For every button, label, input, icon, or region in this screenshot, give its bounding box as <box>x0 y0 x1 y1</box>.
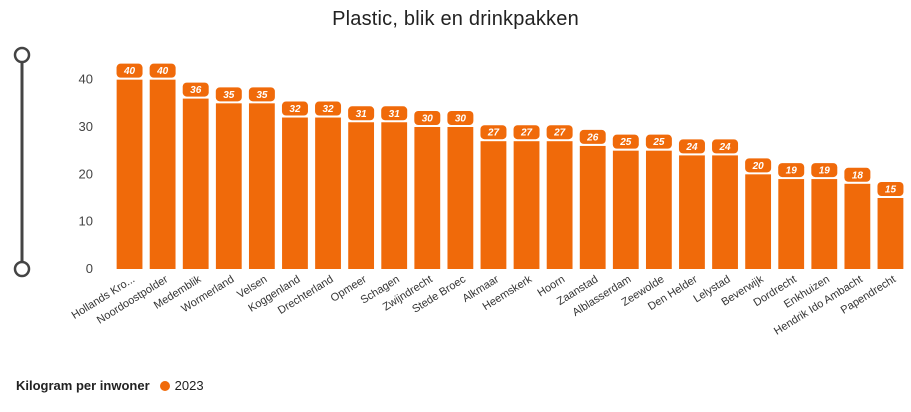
data-label-background <box>348 106 375 121</box>
data-label-background <box>712 139 739 154</box>
data-label: 18 <box>852 170 864 181</box>
data-label-background <box>546 125 573 140</box>
bar[interactable] <box>381 122 408 270</box>
data-label: 24 <box>718 142 731 153</box>
data-label-background <box>116 63 143 78</box>
data-label-background <box>844 167 871 182</box>
data-label-background <box>281 101 308 116</box>
data-label: 35 <box>223 90 235 101</box>
data-label: 19 <box>819 166 831 177</box>
y-tick-label: 40 <box>79 72 93 87</box>
bar[interactable] <box>348 122 375 270</box>
data-label-background <box>513 125 540 140</box>
data-label-background <box>645 134 672 149</box>
data-label-background <box>215 87 242 102</box>
data-label-background <box>447 111 474 125</box>
data-label: 27 <box>487 128 500 139</box>
bar[interactable] <box>645 150 672 269</box>
data-label: 27 <box>520 128 533 139</box>
data-label: 27 <box>553 128 566 139</box>
bar[interactable] <box>712 155 738 269</box>
data-label-background <box>248 87 275 102</box>
data-label: 31 <box>389 109 401 120</box>
data-label-background <box>778 163 805 178</box>
bar[interactable] <box>844 183 871 269</box>
data-label-background <box>480 125 507 140</box>
data-label: 19 <box>786 166 798 177</box>
data-label: 31 <box>356 109 368 120</box>
data-label: 26 <box>586 132 599 143</box>
bar[interactable] <box>282 117 308 270</box>
data-label-background <box>381 106 408 121</box>
y-tick-label: 20 <box>79 166 93 181</box>
bar[interactable] <box>679 155 705 269</box>
bar[interactable] <box>745 174 772 269</box>
legend-dot-icon <box>159 380 170 391</box>
data-label-background <box>182 82 209 97</box>
bar[interactable] <box>182 98 209 269</box>
data-label: 35 <box>256 90 268 101</box>
bar[interactable] <box>513 141 540 269</box>
bar[interactable] <box>215 103 242 269</box>
data-label: 25 <box>619 137 632 148</box>
data-label: 15 <box>885 185 897 196</box>
data-label-background <box>877 182 904 196</box>
data-label: 30 <box>455 114 467 125</box>
data-label: 36 <box>190 85 202 96</box>
slider-handle-top-icon[interactable] <box>13 46 31 64</box>
data-label: 32 <box>289 104 301 115</box>
data-label: 30 <box>422 114 434 125</box>
bar[interactable] <box>579 145 606 269</box>
data-label-background <box>811 163 838 178</box>
data-label-background <box>579 129 606 144</box>
legend: Kilogram per inwoner 2023 <box>16 378 204 393</box>
data-label: 32 <box>322 104 334 115</box>
bar[interactable] <box>116 79 143 270</box>
data-label-background <box>678 139 705 154</box>
bar[interactable] <box>811 179 838 269</box>
data-label-background <box>315 101 342 116</box>
bar[interactable] <box>546 141 573 269</box>
bar[interactable] <box>149 79 176 270</box>
bar[interactable] <box>612 150 639 269</box>
data-label: 40 <box>123 66 136 77</box>
y-tick-label: 10 <box>79 214 93 229</box>
bar[interactable] <box>480 141 507 269</box>
chart-title: Plastic, blik en drinkpakken <box>332 8 579 30</box>
data-label-background <box>149 63 176 78</box>
bar[interactable] <box>414 127 441 269</box>
legend-item-2023[interactable]: 2023 <box>159 378 204 393</box>
bar[interactable] <box>315 117 341 270</box>
data-label-background <box>414 111 441 125</box>
slider-handle-bottom-icon[interactable] <box>13 260 31 278</box>
data-label-background <box>745 158 772 173</box>
bar[interactable] <box>877 198 904 269</box>
data-label: 40 <box>156 66 169 77</box>
y-tick-label: 30 <box>79 119 93 134</box>
data-label: 20 <box>752 161 765 172</box>
y-tick-label: 0 <box>86 261 93 276</box>
bar[interactable] <box>447 127 474 269</box>
bar[interactable] <box>248 103 275 269</box>
data-label: 24 <box>685 142 698 153</box>
legend-label: 2023 <box>174 378 204 393</box>
data-label-background <box>612 134 639 149</box>
legend-title: Kilogram per inwoner <box>16 378 150 393</box>
bar[interactable] <box>778 179 805 269</box>
data-label: 25 <box>652 137 665 148</box>
